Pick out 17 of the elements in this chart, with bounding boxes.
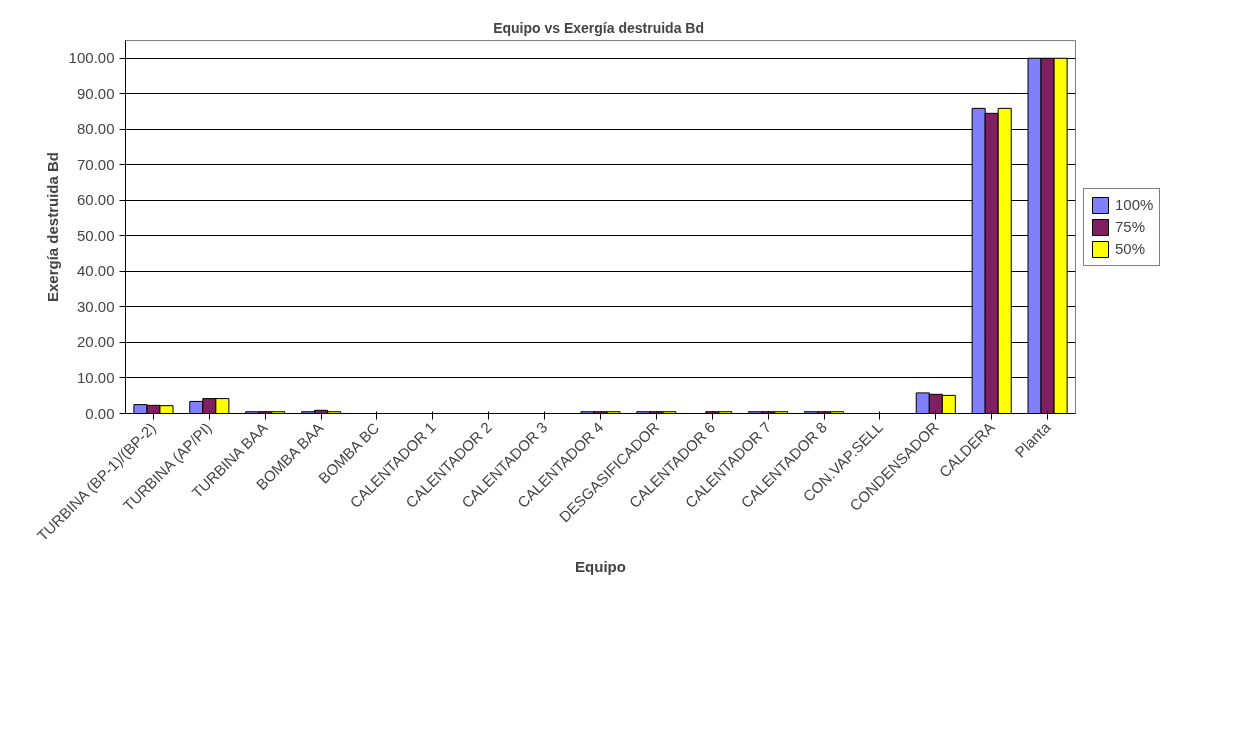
y-tick-label: 60.00 (76, 191, 115, 209)
y-tick-label: 90.00 (76, 84, 115, 102)
legend-label: 100% (1115, 196, 1154, 213)
y-tick-label: 100.00 (68, 49, 115, 67)
y-tick-label: 40.00 (76, 262, 115, 280)
y-tick-label: 70.00 (76, 155, 115, 173)
chart-title: Equipo vs Exergía destruida Bd (493, 19, 704, 36)
y-tick-label: 30.00 (76, 297, 115, 315)
y-tick-label: 0.00 (85, 404, 115, 422)
y-axis-title: Exergía destruida Bd (43, 151, 61, 303)
y-tick-label: 10.00 (76, 368, 115, 386)
x-axis-title: Equipo (575, 558, 626, 576)
legend-label: 75% (1115, 218, 1146, 235)
y-tick-label: 80.00 (76, 120, 115, 138)
y-tick-label: 20.00 (76, 333, 115, 351)
legend-label: 50% (1115, 240, 1146, 257)
y-tick-label: 50.00 (76, 226, 115, 244)
